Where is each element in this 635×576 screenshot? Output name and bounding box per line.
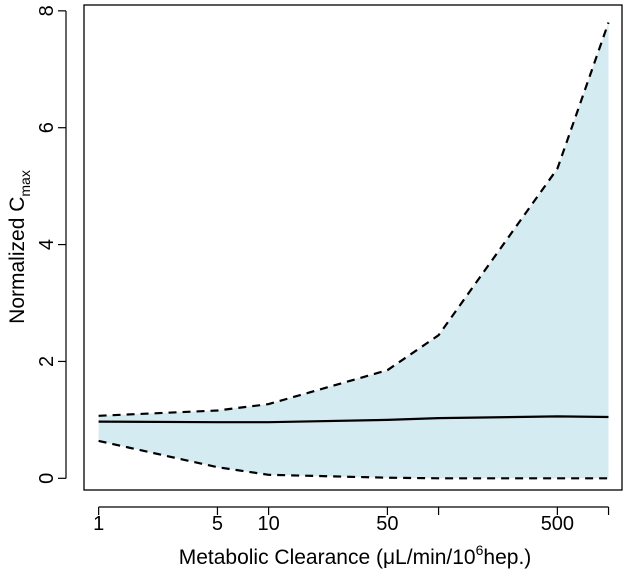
y-tick-label: 6 xyxy=(36,122,58,133)
x-axis: 1 5 10 50 500 xyxy=(93,506,610,535)
x-tick-label: 10 xyxy=(257,513,279,535)
y-axis-label-main: Normalized C xyxy=(6,197,29,324)
y-axis-label-subscript: max xyxy=(17,170,33,196)
y-tick-label: 4 xyxy=(36,239,58,250)
confidence-band xyxy=(98,22,609,479)
x-tick-label: 5 xyxy=(212,513,223,535)
y-axis-label: Normalized Cmax xyxy=(6,170,33,324)
median-line xyxy=(98,415,609,424)
x-axis-label: Metabolic Clearance (μL/min/106hep.) xyxy=(179,542,532,569)
lower-bound-line xyxy=(98,439,609,480)
y-tick-label: 2 xyxy=(36,356,58,367)
y-tick-label: 0 xyxy=(36,473,58,484)
x-tick-label: 1 xyxy=(93,513,104,535)
upper-bound-line xyxy=(98,22,610,417)
plot-frame xyxy=(83,4,623,491)
x-tick-label: 500 xyxy=(541,513,574,535)
line-layer xyxy=(98,22,610,480)
x-axis-label-superscript: 6 xyxy=(476,542,484,558)
x-tick-label: 50 xyxy=(376,513,398,535)
x-axis-label-tail: hep.) xyxy=(483,546,531,569)
x-axis-label-main: Metabolic Clearance (μL/min/10 xyxy=(179,546,476,569)
y-tick-label: 8 xyxy=(36,5,58,16)
band-layer xyxy=(98,22,609,479)
y-axis: 0 2 4 6 8 xyxy=(36,5,67,484)
